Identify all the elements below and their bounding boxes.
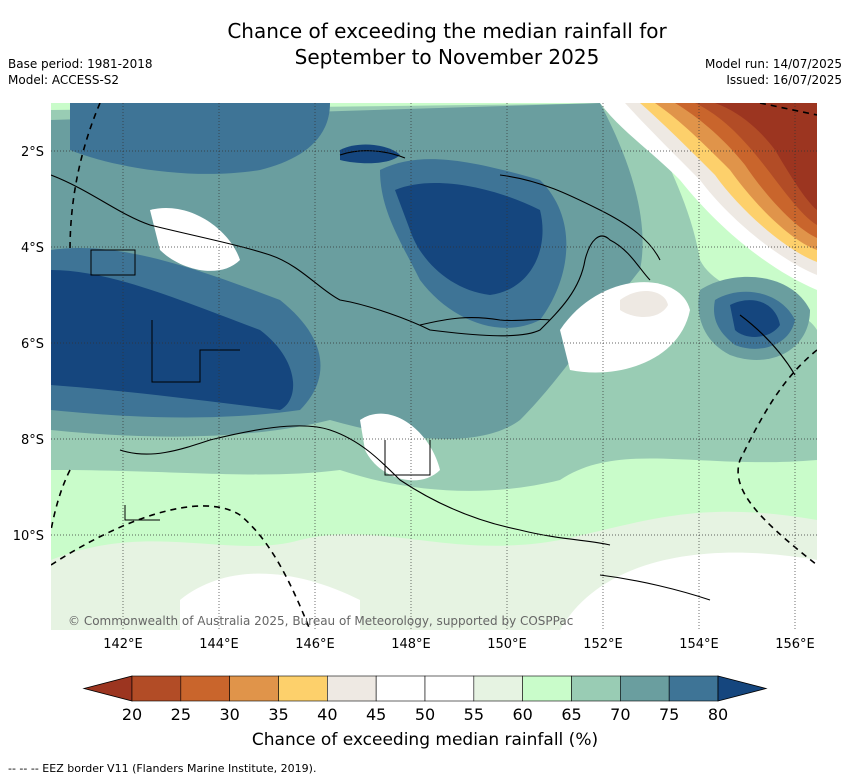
model-run: Model run: 14/07/2025	[704, 57, 842, 71]
band-80-north	[340, 144, 400, 164]
issued-date: Issued: 16/07/2025	[726, 73, 842, 87]
pale-patch-east-inner	[620, 290, 668, 317]
colorbar-tick-label: 75	[659, 705, 679, 724]
colorbar-extend-high	[717, 675, 768, 702]
eez-footer: -- -- -- EEZ border V11 (Flanders Marine…	[8, 762, 317, 775]
lon-label-152e: 152°E	[583, 637, 623, 652]
pale-patch-center	[360, 413, 440, 481]
map-title: Chance of exceeding the median rainfall …	[0, 18, 850, 70]
colorbar-tick-label: 65	[561, 705, 581, 724]
colorbar: 20 25 30 35 40 45 50 55 60 65 70 75 80	[82, 675, 768, 724]
lat-label-4s: 4°S	[21, 241, 44, 256]
title-line-2: September to November 2025	[294, 45, 600, 69]
colorbar-segment	[229, 675, 279, 702]
lon-label-142e: 142°E	[103, 637, 143, 652]
ne-band-20	[715, 103, 817, 210]
colorbar-tick-label: 30	[219, 705, 239, 724]
colorbar-segment	[278, 675, 328, 702]
colorbar-segment	[473, 675, 523, 702]
colorbar-segment	[522, 675, 572, 702]
title-line-1: Chance of exceeding the median rainfall …	[227, 19, 667, 43]
model-name: Model: ACCESS-S2	[8, 73, 120, 87]
copyright-text: © Commonwealth of Australia 2025, Bureau…	[68, 614, 573, 628]
band-80-west	[51, 270, 294, 410]
colorbar-segment	[620, 675, 670, 702]
colorbar-tick-label: 50	[415, 705, 435, 724]
lat-label-8s: 8°S	[21, 433, 44, 448]
colorbar-tick-label: 80	[708, 705, 728, 724]
colorbar-tick-label: 20	[122, 705, 142, 724]
gridlines	[51, 103, 817, 630]
pale-patch-west	[150, 208, 240, 271]
colorbar-segment	[375, 675, 426, 702]
lat-label-10s: 10°S	[13, 529, 44, 544]
colorbar-tick-label: 35	[268, 705, 288, 724]
colorbar-segment	[327, 675, 377, 702]
lon-label-156e: 156°E	[775, 637, 815, 652]
colorbar-tick-label: 70	[610, 705, 630, 724]
colorbar-label: Chance of exceeding median rainfall (%)	[251, 730, 599, 750]
colorbar-extend-low	[82, 675, 133, 702]
lat-label-6s: 6°S	[21, 337, 44, 352]
east-blob-80	[730, 300, 780, 337]
colorbar-tick-label: 25	[171, 705, 191, 724]
meta-left: Base period: 1981-2018 Model: ACCESS-S2	[8, 56, 153, 88]
colorbar-segment	[131, 675, 182, 702]
lat-label-2s: 2°S	[21, 145, 44, 160]
lon-label-148e: 148°E	[391, 637, 431, 652]
meta-right: Model run: 14/07/2025 Issued: 16/07/2025	[705, 56, 842, 88]
map-plot-area: © Commonwealth of Australia 2025, Bureau…	[51, 103, 817, 630]
colorbar-segment	[424, 675, 475, 702]
colorbar-tick-label: 60	[512, 705, 532, 724]
lon-label-150e: 150°E	[487, 637, 527, 652]
lon-label-144e: 144°E	[199, 637, 239, 652]
lon-labels: 142°E 144°E 146°E 148°E 150°E 152°E 154°…	[103, 637, 815, 652]
band-75-80-north	[70, 103, 330, 174]
colorbar-segment	[668, 675, 719, 702]
colorbar-segment	[571, 675, 621, 702]
coastlines	[51, 150, 796, 601]
lat-labels: 2°S 4°S 6°S 8°S 10°S	[13, 145, 44, 544]
eez-borders	[51, 103, 817, 630]
colorbar-tick-label: 45	[366, 705, 386, 724]
lon-label-146e: 146°E	[295, 637, 335, 652]
colorbar-segment	[180, 675, 230, 702]
base-period: Base period: 1981-2018	[8, 57, 153, 71]
colorbar-tick-label: 40	[317, 705, 337, 724]
band-80-center	[395, 182, 543, 295]
borders	[90, 249, 431, 521]
colorbar-tick-label: 55	[464, 705, 484, 724]
band-45-55-south	[180, 552, 817, 630]
lon-label-154e: 154°E	[679, 637, 719, 652]
